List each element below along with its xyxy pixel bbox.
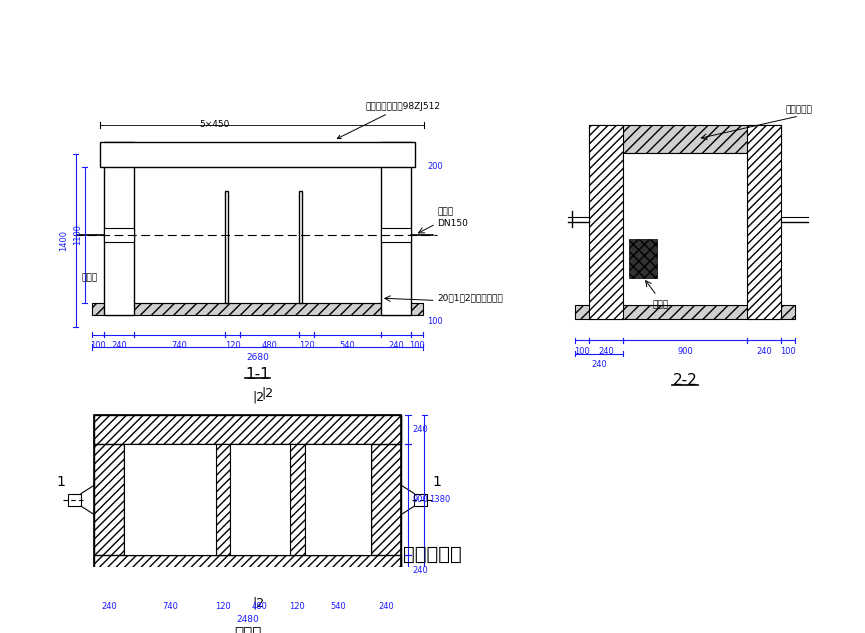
Text: 120: 120: [289, 602, 305, 611]
Bar: [414, 494, 427, 506]
Text: 碎石混凝土: 碎石混凝土: [785, 105, 812, 114]
Text: 240: 240: [591, 360, 607, 369]
Text: 100: 100: [427, 316, 443, 326]
Bar: [104, 142, 134, 315]
Text: 240: 240: [378, 602, 394, 611]
Text: 240: 240: [598, 346, 614, 356]
Text: |2: |2: [253, 596, 265, 610]
Bar: [225, 191, 227, 303]
Text: 240: 240: [111, 341, 127, 350]
Text: 240: 240: [413, 425, 428, 434]
Text: 进水管: 进水管: [82, 273, 98, 282]
Text: 钢筋混凝土盖板98ZJ512: 钢筋混凝土盖板98ZJ512: [337, 102, 440, 139]
Text: 5×450: 5×450: [199, 120, 230, 128]
Text: 隔油池做法: 隔油池做法: [403, 544, 461, 563]
Text: 480: 480: [252, 602, 268, 611]
Bar: [299, 191, 302, 303]
Text: 240: 240: [756, 346, 772, 356]
Text: 1380: 1380: [429, 496, 450, 505]
Text: 2480: 2480: [236, 615, 259, 624]
Text: 1400: 1400: [60, 230, 68, 251]
Text: 540: 540: [330, 602, 346, 611]
Text: 120: 120: [215, 602, 231, 611]
Bar: [94, 415, 124, 585]
Text: 100: 100: [90, 341, 106, 350]
Text: 900: 900: [413, 496, 428, 505]
Text: 240: 240: [101, 602, 117, 611]
Text: |2: |2: [253, 390, 265, 403]
Bar: [104, 227, 134, 242]
Text: 钢丝网: 钢丝网: [652, 300, 669, 309]
Text: 2-2: 2-2: [673, 373, 697, 389]
Text: 100: 100: [409, 341, 425, 350]
Text: 隔油池: 隔油池: [234, 626, 261, 633]
Text: DN150: DN150: [438, 218, 468, 228]
Bar: [575, 305, 795, 319]
Bar: [304, 444, 371, 556]
Bar: [371, 415, 400, 585]
Text: 1: 1: [432, 475, 441, 489]
Text: 1: 1: [56, 475, 65, 489]
Bar: [630, 239, 657, 278]
Bar: [94, 415, 400, 444]
Text: 200: 200: [427, 162, 443, 172]
Text: 740: 740: [171, 341, 188, 350]
Bar: [92, 303, 423, 315]
Text: 100: 100: [780, 346, 796, 356]
Bar: [68, 494, 81, 506]
Text: 540: 540: [340, 341, 356, 350]
Text: 900: 900: [677, 346, 693, 356]
Text: 480: 480: [262, 341, 278, 350]
Bar: [623, 153, 747, 305]
Bar: [381, 142, 411, 315]
Bar: [94, 556, 400, 585]
Bar: [747, 125, 781, 319]
Bar: [589, 125, 781, 153]
Text: 120: 120: [225, 341, 240, 350]
Bar: [589, 125, 623, 319]
Text: 100: 100: [574, 346, 590, 356]
Bar: [381, 227, 411, 242]
Bar: [99, 142, 415, 166]
Bar: [215, 444, 230, 556]
Text: 2680: 2680: [246, 353, 269, 362]
Text: 740: 740: [162, 602, 178, 611]
Text: 排水管: 排水管: [438, 208, 453, 217]
Text: 1-1: 1-1: [245, 367, 270, 382]
Text: 240: 240: [413, 566, 428, 575]
Text: 120: 120: [299, 341, 315, 350]
Text: 240: 240: [388, 341, 404, 350]
Text: 1100: 1100: [73, 224, 82, 245]
Bar: [124, 444, 215, 556]
Text: |2: |2: [262, 387, 274, 399]
Text: 20厚1：2水泥沙浆抹面: 20厚1：2水泥沙浆抹面: [438, 293, 503, 302]
Bar: [230, 444, 290, 556]
Bar: [94, 415, 400, 585]
Bar: [290, 444, 304, 556]
